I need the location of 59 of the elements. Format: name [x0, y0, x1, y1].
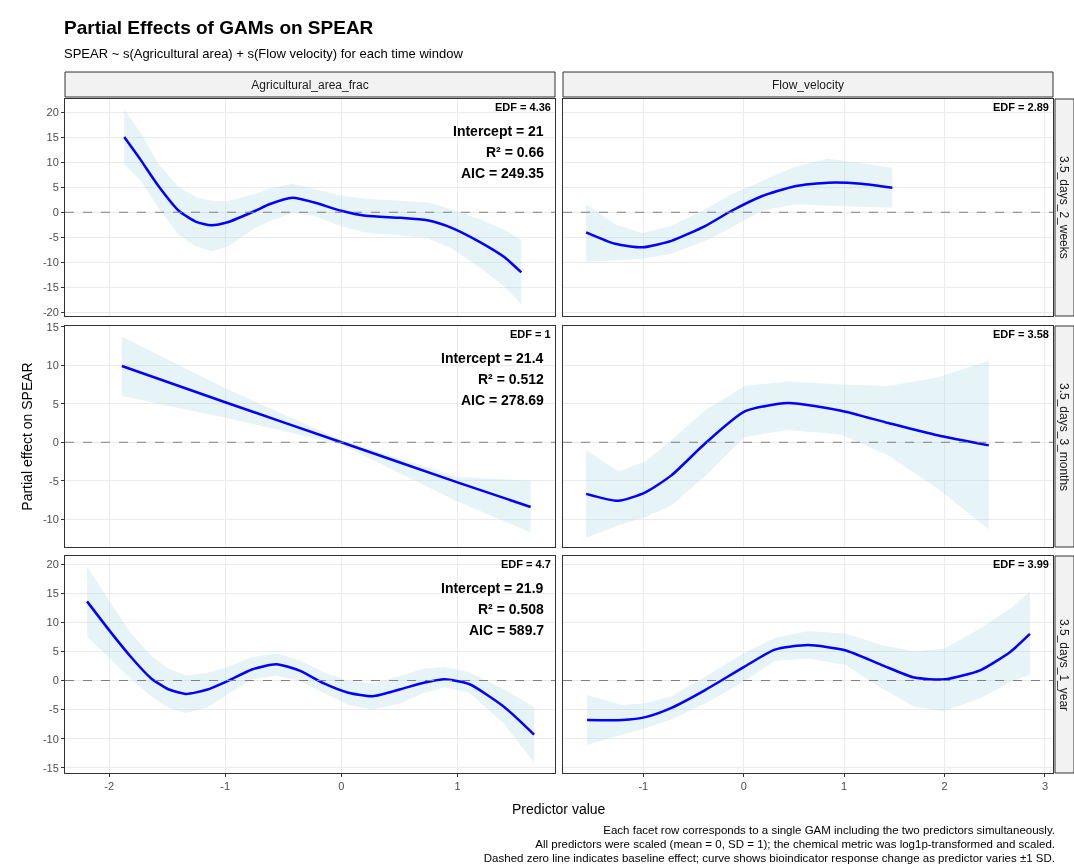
annotation: EDF = 3.58 [993, 328, 1049, 340]
annotation: R² = 0.66 [486, 144, 545, 160]
text: 3.5_days_1_year [1057, 619, 1071, 712]
y-tick-label: 5 [52, 645, 59, 658]
y-tick-label: -5 [49, 703, 59, 716]
y-axis-title: Partial effect on SPEAR [19, 362, 36, 511]
y-tick-label: 0 [52, 206, 59, 219]
y-tick-label: -15 [42, 281, 59, 294]
annotation: EDF = 1 [510, 328, 551, 340]
x-tick-label: 1 [454, 780, 461, 793]
annotation: EDF = 4.7 [501, 558, 551, 570]
y-tick-label: 15 [46, 320, 59, 333]
annotation: AIC = 278.69 [461, 392, 545, 408]
y-tick-label: 0 [52, 674, 59, 687]
y-tick-label: 5 [52, 181, 59, 194]
chart-title: Flow_velocity [771, 77, 845, 92]
chart-title: Agricultural_area_frac [251, 77, 369, 92]
text: Partial Effects of GAMs on SPEAR [64, 17, 374, 39]
text: Each facet row corresponds to a single GAM including the two predictors simultaneously. [602, 823, 1055, 837]
x-tick-label: -1 [638, 780, 649, 793]
annotation: Intercept = 21 [453, 123, 544, 139]
x-tick-label: -2 [104, 780, 115, 793]
y-tick-label: -5 [49, 474, 59, 487]
y-tick-label: -5 [49, 231, 59, 244]
text: All predictors were scaled (mean = 0, SD = 1); the chemical metric was log1p-transformed and scaled. [534, 837, 1055, 851]
text: SPEAR ~ s(Agricultural area) + s(Flow velocity) for each time window [64, 46, 463, 61]
x-axis-title: Predictor value [512, 801, 606, 817]
annotation: EDF = 2.89 [993, 101, 1049, 113]
annotation: R² = 0.508 [478, 601, 544, 617]
x-tick-label: 3 [1041, 780, 1049, 793]
x-tick-label: 1 [841, 780, 848, 793]
annotation: R² = 0.512 [478, 371, 544, 387]
y-tick-label: -10 [42, 732, 59, 745]
text: Dashed zero line indicates baseline effect; curve shows bioindicator response change as predictor varies ±1 SD. [483, 851, 1055, 865]
x-tick-label: -1 [220, 780, 231, 793]
text: 3.5_days_3_months [1057, 383, 1071, 492]
annotation: Intercept = 21.9 [441, 580, 544, 596]
x-tick-label: 0 [338, 780, 345, 793]
y-tick-label: 10 [46, 156, 59, 168]
annotation: AIC = 249.35 [461, 165, 545, 181]
y-tick-label: 5 [52, 397, 59, 410]
x-tick-label: 2 [941, 780, 948, 793]
y-tick-label: 10 [46, 359, 59, 372]
y-tick-label: 10 [46, 616, 59, 629]
y-tick-label: -10 [42, 513, 59, 526]
y-tick-label: 15 [46, 587, 59, 600]
annotation: EDF = 3.99 [993, 558, 1049, 570]
y-tick-label: 15 [46, 130, 59, 143]
y-tick-label: 20 [46, 105, 59, 118]
y-tick-label: -15 [42, 761, 59, 774]
x-tick-label: 0 [740, 780, 747, 793]
text: 3.5_days_2_weeks [1057, 156, 1071, 259]
y-tick-label: -20 [42, 306, 59, 319]
y-tick-label: -10 [42, 256, 59, 269]
y-tick-label: 20 [46, 557, 59, 570]
annotation: AIC = 589.7 [469, 622, 545, 638]
y-tick-label: 0 [52, 436, 59, 449]
annotation: Intercept = 21.4 [441, 350, 544, 366]
annotation: EDF = 4.36 [495, 101, 551, 113]
